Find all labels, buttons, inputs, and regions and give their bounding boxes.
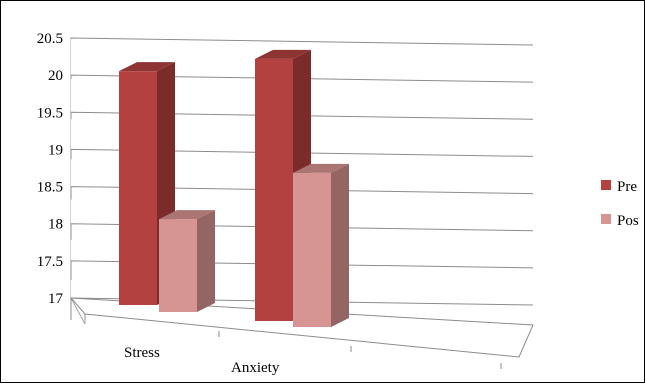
bar-top-pos-stress [159, 210, 215, 220]
y-tick-label: 19 [48, 142, 63, 158]
bars [119, 49, 349, 327]
gridlines [70, 37, 534, 320]
y-tick-label: 17 [48, 291, 64, 307]
legend-swatch-pre [601, 180, 611, 190]
bar-top-pos-anxiety [293, 163, 349, 173]
chart-floor [69, 297, 534, 369]
category-label: Anxiety [231, 360, 280, 376]
bar-pre-anxiety [255, 58, 293, 322]
y-tick-label: 17.5 [37, 254, 63, 270]
gridline [70, 186, 534, 200]
gridline [70, 223, 534, 240]
bar-side-pos-stress [197, 210, 215, 312]
legend-swatch-pos [601, 214, 611, 224]
y-tick-label: 19.5 [37, 105, 63, 121]
bar-pre-stress [119, 71, 157, 306]
legend-label: Pre [617, 179, 637, 195]
bar-side-pos-anxiety [331, 163, 349, 327]
floor [69, 297, 534, 358]
y-tick-label: 20.5 [37, 31, 63, 47]
category-label: Stress [124, 345, 160, 361]
x-axis-category-labels: Stress Anxiety [124, 345, 280, 376]
gridline [70, 260, 534, 280]
bar-pos-anxiety [293, 172, 331, 327]
gridline [70, 148, 534, 160]
bar-top-pre-anxiety [255, 49, 311, 59]
y-axis-tick-labels: 17 17.5 18 18.5 19 19.5 20 20.5 [37, 31, 64, 307]
y-tick-label: 18.5 [37, 180, 63, 196]
gridline [70, 37, 534, 46]
bar-top-pre-stress [119, 62, 175, 72]
gridline [70, 74, 534, 83]
legend-label: Pos [617, 213, 639, 229]
y-tick-label: 20 [48, 68, 63, 84]
bar-pos-stress [159, 219, 197, 312]
gridline [70, 111, 534, 120]
legend: Pre Pos [601, 179, 639, 229]
y-tick-label: 18 [48, 217, 63, 233]
